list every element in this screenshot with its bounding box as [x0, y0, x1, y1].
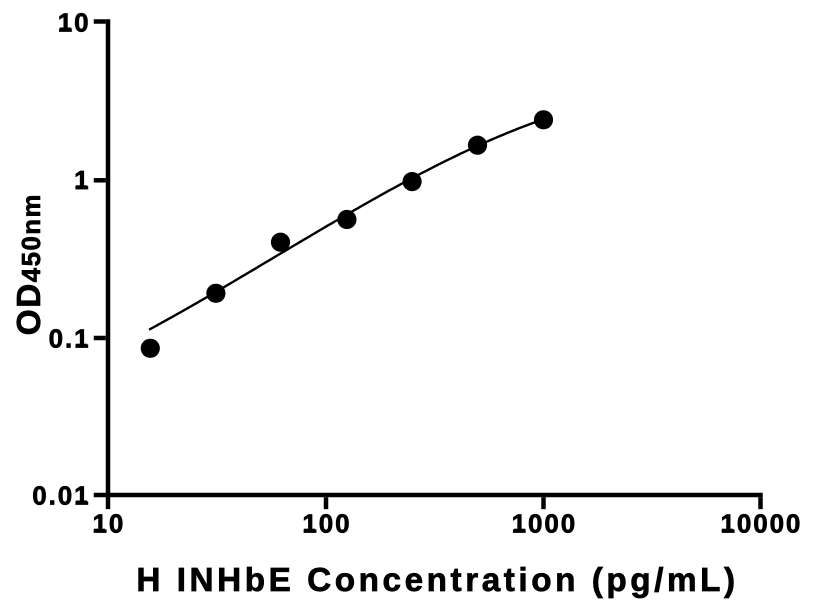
svg-text:10: 10	[93, 509, 126, 539]
svg-text:1000: 1000	[512, 509, 577, 539]
svg-text:10: 10	[58, 7, 91, 37]
svg-text:10000: 10000	[720, 509, 802, 539]
svg-text:0.1: 0.1	[49, 324, 91, 354]
svg-text:OD450nm: OD450nm	[11, 193, 48, 335]
svg-text:1: 1	[74, 165, 90, 195]
svg-text:100: 100	[302, 509, 351, 539]
svg-text:0.01: 0.01	[32, 480, 90, 510]
svg-text:H INHbE Concentration (pg/mL): H INHbE Concentration (pg/mL)	[136, 562, 738, 599]
